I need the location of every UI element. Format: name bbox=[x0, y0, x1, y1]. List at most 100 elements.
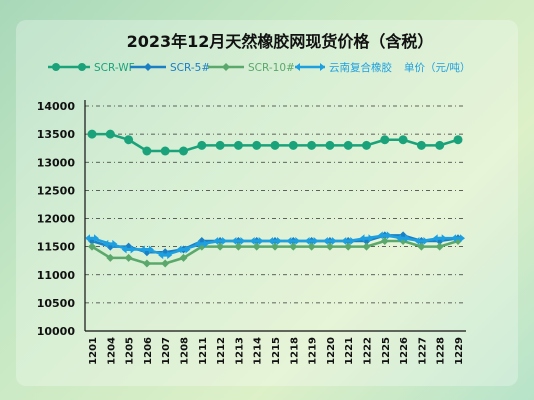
legend-item: 云南复合橡胶 bbox=[295, 61, 392, 74]
x-tick-label: 1218 bbox=[289, 337, 300, 365]
grid-lines bbox=[85, 105, 466, 304]
x-tick-label: 1213 bbox=[234, 337, 245, 365]
data-point bbox=[142, 259, 151, 268]
x-tick-label: 1204 bbox=[106, 337, 117, 365]
y-tick-label: 10500 bbox=[37, 297, 76, 310]
data-point bbox=[362, 140, 371, 150]
data-point bbox=[194, 239, 209, 248]
x-tick-label: 1225 bbox=[381, 337, 392, 365]
x-tick-label: 1214 bbox=[253, 337, 264, 365]
data-point bbox=[304, 237, 319, 245]
legend-label: SCR-5# bbox=[170, 62, 210, 74]
x-tick-label: 1220 bbox=[326, 337, 337, 365]
data-point bbox=[270, 140, 280, 150]
y-tick-label: 12000 bbox=[37, 213, 76, 226]
data-point bbox=[158, 251, 173, 260]
data-point bbox=[398, 135, 408, 145]
data-point bbox=[453, 135, 463, 145]
data-point bbox=[432, 234, 447, 243]
chart-panel bbox=[16, 20, 518, 386]
data-point bbox=[341, 237, 356, 245]
data-point bbox=[286, 237, 301, 245]
legend-item: SCR-10# bbox=[208, 62, 295, 74]
data-point bbox=[106, 253, 115, 262]
legend-marker bbox=[78, 63, 86, 71]
legend-label: SCR-10# bbox=[248, 62, 295, 74]
x-axis-labels: 1201 1204 1205 1206 1207 1208 1211 1212 1213 1214… bbox=[88, 337, 465, 365]
series-0 bbox=[87, 129, 463, 156]
data-point bbox=[142, 146, 152, 156]
x-tick-label: 1201 bbox=[88, 337, 99, 365]
data-point bbox=[139, 245, 154, 254]
x-tick-label: 1212 bbox=[216, 337, 227, 365]
data-point bbox=[213, 237, 228, 245]
data-point bbox=[252, 140, 262, 150]
data-point bbox=[176, 245, 191, 254]
legend-marker bbox=[52, 63, 60, 71]
data-point bbox=[124, 253, 133, 262]
data-point bbox=[121, 245, 136, 254]
y-tick-label: 14000 bbox=[37, 100, 76, 113]
series-layer bbox=[85, 129, 465, 268]
data-point bbox=[87, 129, 97, 139]
chart-title: 2023年12月天然橡胶网现货价格（含税） bbox=[127, 32, 434, 51]
y-tick-label: 11000 bbox=[37, 269, 76, 282]
data-point bbox=[288, 140, 298, 150]
y-tick-label: 11500 bbox=[37, 241, 76, 254]
y-tick-label: 13500 bbox=[37, 128, 76, 141]
x-tick-label: 1221 bbox=[344, 337, 355, 365]
legend-marker bbox=[144, 63, 152, 71]
axes bbox=[84, 100, 466, 332]
data-point bbox=[325, 140, 335, 150]
x-tick-label: 1222 bbox=[363, 337, 374, 365]
data-point bbox=[380, 135, 390, 145]
data-point bbox=[343, 140, 353, 150]
legend-label: SCR-WF bbox=[94, 62, 135, 74]
data-point bbox=[322, 237, 337, 245]
x-tick-label: 1205 bbox=[125, 337, 136, 365]
x-tick-label: 1206 bbox=[143, 337, 154, 365]
data-point bbox=[124, 135, 134, 145]
data-point bbox=[307, 140, 317, 150]
x-tick-label: 1207 bbox=[161, 337, 172, 365]
legend: SCR-WF SCR-5# SCR-10# 云南复合橡胶 单价（元/吨） bbox=[48, 61, 471, 74]
series-3 bbox=[85, 231, 465, 260]
data-point bbox=[359, 234, 374, 243]
data-point bbox=[103, 239, 118, 248]
data-point bbox=[268, 237, 282, 245]
x-tick-label: 1208 bbox=[180, 337, 191, 365]
y-tick-label: 13000 bbox=[37, 156, 76, 169]
data-point bbox=[435, 242, 444, 251]
data-point bbox=[233, 140, 243, 150]
x-tick-label: 1219 bbox=[308, 337, 319, 365]
data-point bbox=[249, 237, 264, 245]
data-point bbox=[416, 140, 426, 150]
legend-item: SCR-WF bbox=[48, 62, 135, 74]
data-point bbox=[105, 129, 115, 139]
x-tick-label: 1229 bbox=[454, 337, 465, 365]
data-point bbox=[231, 237, 246, 245]
x-tick-label: 1215 bbox=[271, 337, 282, 365]
unit-note: 单价（元/吨） bbox=[404, 61, 471, 74]
x-tick-label: 1226 bbox=[399, 337, 410, 365]
data-point bbox=[414, 237, 429, 245]
y-axis-labels: 10000 10500 11000 11500 12000 12500 13000 13500… bbox=[37, 100, 76, 338]
data-point bbox=[160, 146, 170, 156]
data-point bbox=[451, 234, 465, 243]
data-point bbox=[396, 234, 411, 243]
data-point bbox=[179, 253, 188, 262]
legend-marker bbox=[222, 63, 230, 71]
data-point bbox=[362, 242, 371, 251]
data-point bbox=[85, 234, 99, 243]
legend-label: 云南复合橡胶 bbox=[329, 61, 392, 74]
data-point bbox=[435, 140, 445, 150]
data-point bbox=[88, 242, 96, 251]
data-point bbox=[215, 140, 225, 150]
data-point bbox=[197, 140, 207, 150]
data-point bbox=[179, 146, 188, 156]
y-tick-label: 10000 bbox=[37, 325, 76, 338]
y-tick-label: 12500 bbox=[37, 184, 76, 197]
x-tick-label: 1211 bbox=[198, 337, 209, 365]
data-point bbox=[377, 231, 392, 240]
